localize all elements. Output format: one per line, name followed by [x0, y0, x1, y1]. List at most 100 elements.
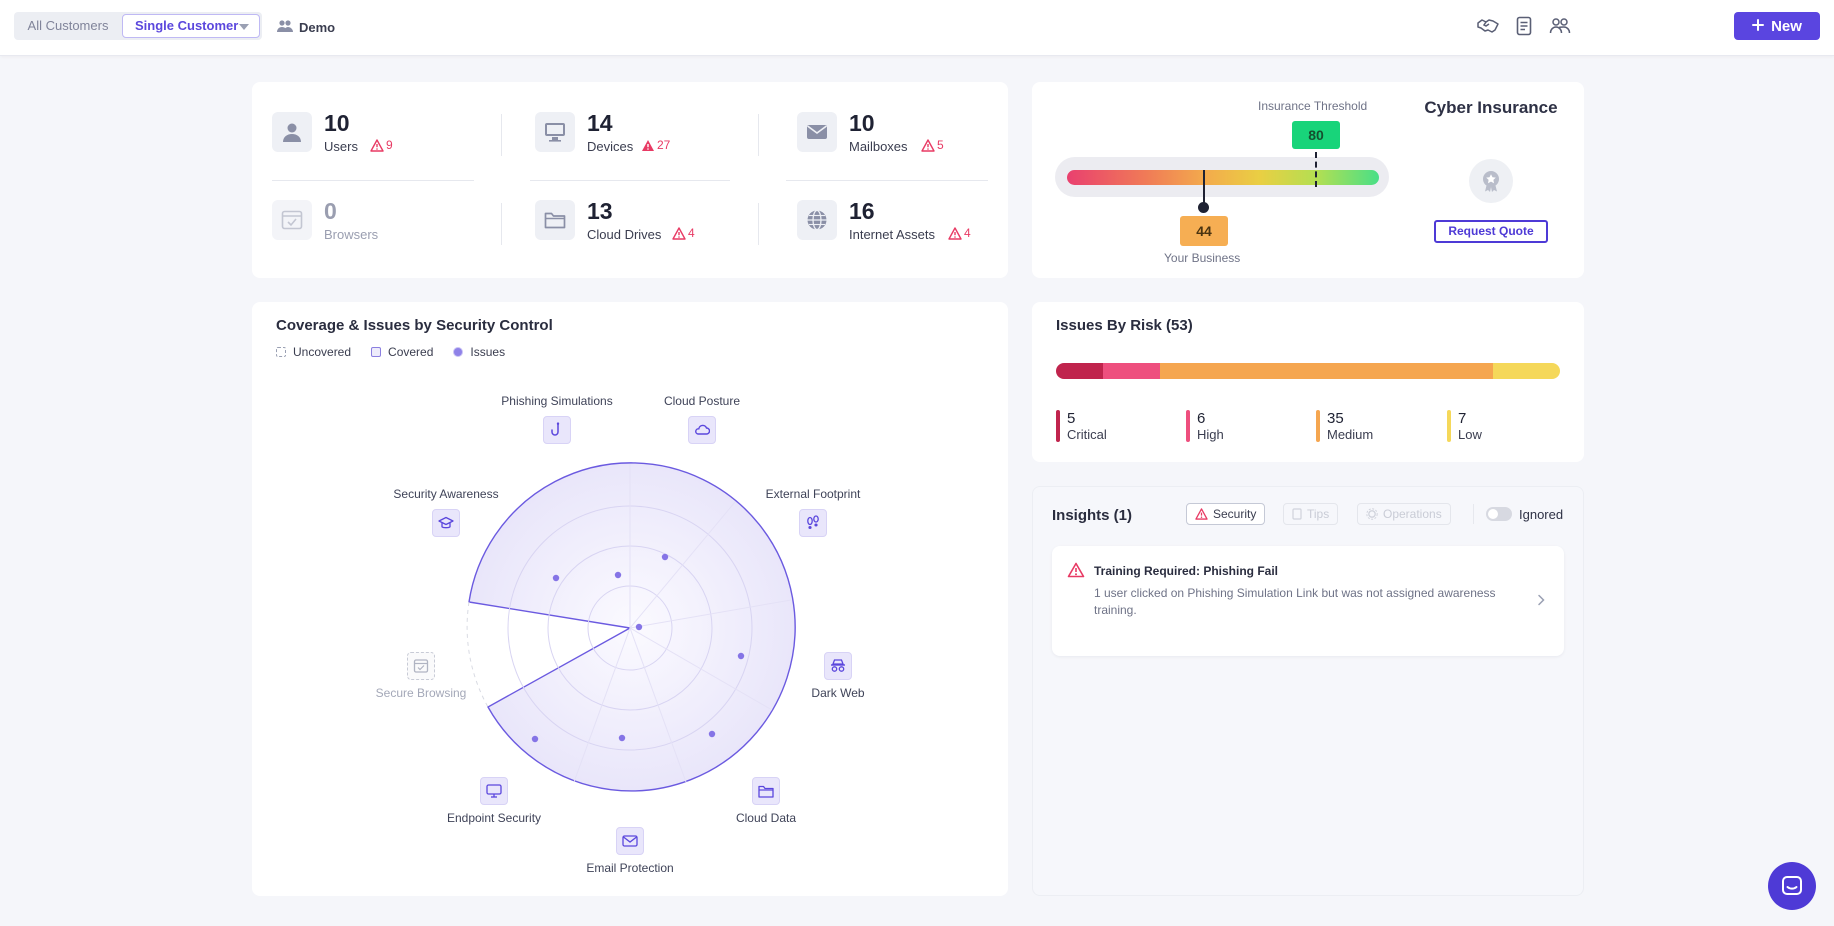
- users-count: 10: [324, 110, 350, 136]
- cloud-drives-count: 13: [587, 198, 613, 224]
- business-marker-dot: [1198, 202, 1209, 213]
- mail-icon[interactable]: [616, 827, 644, 855]
- browser-icon[interactable]: [407, 652, 435, 680]
- stat-users[interactable]: 10 Users 9: [272, 110, 432, 160]
- divider: [501, 114, 502, 156]
- team-icon[interactable]: [1548, 14, 1572, 38]
- high-count: 6: [1197, 410, 1206, 427]
- critical-label: Critical: [1067, 427, 1107, 442]
- cyber-insurance-title: Cyber Insurance: [1424, 98, 1558, 117]
- risk-medium[interactable]: 35 Medium: [1316, 410, 1373, 442]
- globe-icon: [797, 200, 837, 240]
- devices-count: 14: [587, 110, 613, 136]
- monitor-icon[interactable]: [480, 777, 508, 805]
- stat-mailboxes[interactable]: 10 Mailboxes 5: [797, 110, 957, 160]
- cloud-drives-label: Cloud Drives: [587, 227, 662, 242]
- graduation-cap-icon[interactable]: [432, 509, 460, 537]
- single-customer-label: Single Customer: [135, 18, 239, 33]
- filter-security[interactable]: Security: [1186, 503, 1266, 525]
- risk-low[interactable]: 7 Low: [1447, 410, 1482, 442]
- customer-scope-switch: All Customers Single Customer: [14, 12, 262, 40]
- risk-high[interactable]: 6 High: [1186, 410, 1224, 442]
- browsers-count: 0: [324, 198, 337, 224]
- team-icon: [277, 19, 293, 36]
- footprint-icon[interactable]: [799, 509, 827, 537]
- risk-segment-critical[interactable]: [1056, 363, 1104, 379]
- handshake-icon[interactable]: [1476, 14, 1500, 38]
- document-icon[interactable]: [1512, 14, 1536, 38]
- folder-icon[interactable]: [752, 777, 780, 805]
- uncovered-swatch: [276, 347, 286, 357]
- divider: [501, 203, 502, 245]
- filter-tips[interactable]: Tips: [1283, 503, 1339, 525]
- control-label-endpoint-security: Endpoint Security: [446, 811, 542, 825]
- chevron-right-icon: [1538, 594, 1545, 606]
- risk-critical[interactable]: 5 Critical: [1056, 410, 1107, 442]
- mailboxes-count: 10: [849, 110, 875, 136]
- new-button-label: New: [1771, 17, 1802, 35]
- customer-selector[interactable]: Demo: [277, 17, 335, 37]
- medium-label: Medium: [1327, 427, 1374, 442]
- stat-internet-assets[interactable]: 16 Internet Assets 4: [797, 198, 977, 248]
- insights-title: Insights (1): [1052, 507, 1133, 524]
- note-icon: [1292, 508, 1302, 520]
- stat-cloud-drives[interactable]: 13 Cloud Drives 4: [535, 198, 705, 248]
- coverage-legend: Uncovered Covered Issues: [276, 345, 505, 359]
- insurance-threshold-value: 80: [1292, 121, 1340, 149]
- control-label-security-awareness: Security Awareness: [393, 487, 499, 501]
- warning-icon: [1195, 508, 1208, 520]
- cloud-icon[interactable]: [688, 416, 716, 444]
- issues-by-risk-card: [1032, 302, 1584, 462]
- risk-segment-medium[interactable]: [1160, 363, 1494, 379]
- control-label-dark-web: Dark Web: [811, 686, 865, 700]
- new-button[interactable]: New: [1734, 12, 1820, 40]
- risk-distribution-bar: [1056, 363, 1560, 379]
- insight-title: Training Required: Phishing Fail: [1094, 564, 1279, 578]
- mail-icon: [797, 112, 837, 152]
- divider: [758, 203, 759, 245]
- gear-icon: [1366, 508, 1378, 520]
- devices-issues: 27: [641, 138, 670, 152]
- coverage-title: Coverage & Issues by Security Control: [276, 317, 553, 334]
- legend-uncovered: Uncovered: [276, 345, 351, 359]
- chat-support-button[interactable]: [1768, 862, 1816, 910]
- control-label-secure-browsing: Secure Browsing: [375, 686, 467, 700]
- ignored-toggle[interactable]: [1486, 507, 1512, 521]
- single-customer-dropdown[interactable]: Single Customer: [122, 14, 260, 38]
- warning-icon: [672, 226, 686, 240]
- control-label-email-protection: Email Protection: [586, 861, 674, 875]
- stat-browsers[interactable]: 0 Browsers: [272, 198, 432, 248]
- risk-segment-low[interactable]: [1493, 363, 1560, 379]
- control-label-phishing-simulations: Phishing Simulations: [501, 394, 613, 408]
- risk-segment-high[interactable]: [1103, 363, 1161, 379]
- all-customers-tab[interactable]: All Customers: [27, 18, 109, 33]
- low-count: 7: [1458, 410, 1467, 427]
- divider: [272, 180, 474, 181]
- stat-devices[interactable]: 14 Devices 27: [535, 110, 695, 160]
- divider: [758, 114, 759, 156]
- ignored-label: Ignored: [1519, 507, 1564, 522]
- hook-icon[interactable]: [543, 416, 571, 444]
- high-label: High: [1197, 427, 1224, 442]
- user-icon: [272, 112, 312, 152]
- mailboxes-label: Mailboxes: [849, 139, 908, 154]
- your-business-label: Your Business: [1164, 251, 1241, 265]
- low-label: Low: [1458, 427, 1482, 442]
- monitor-icon: [535, 112, 575, 152]
- chat-icon: [1782, 876, 1802, 895]
- threshold-marker: [1315, 152, 1317, 187]
- spy-icon[interactable]: [824, 652, 852, 680]
- issues-swatch: [453, 347, 464, 357]
- legend-issues: Issues: [453, 345, 505, 359]
- insight-item[interactable]: Training Required: Phishing Fail 1 user …: [1052, 546, 1564, 656]
- award-badge-icon: [1469, 159, 1513, 203]
- customer-name: Demo: [299, 19, 336, 35]
- internet-assets-count: 16: [849, 198, 875, 224]
- insurance-threshold-label: Insurance Threshold: [1258, 99, 1368, 113]
- control-label-external-footprint: External Footprint: [765, 487, 861, 501]
- critical-count: 5: [1067, 410, 1076, 427]
- request-quote-button[interactable]: Request Quote: [1434, 220, 1548, 243]
- plus-icon: [1752, 18, 1765, 35]
- covered-swatch: [371, 347, 382, 357]
- filter-operations[interactable]: Operations: [1357, 503, 1451, 525]
